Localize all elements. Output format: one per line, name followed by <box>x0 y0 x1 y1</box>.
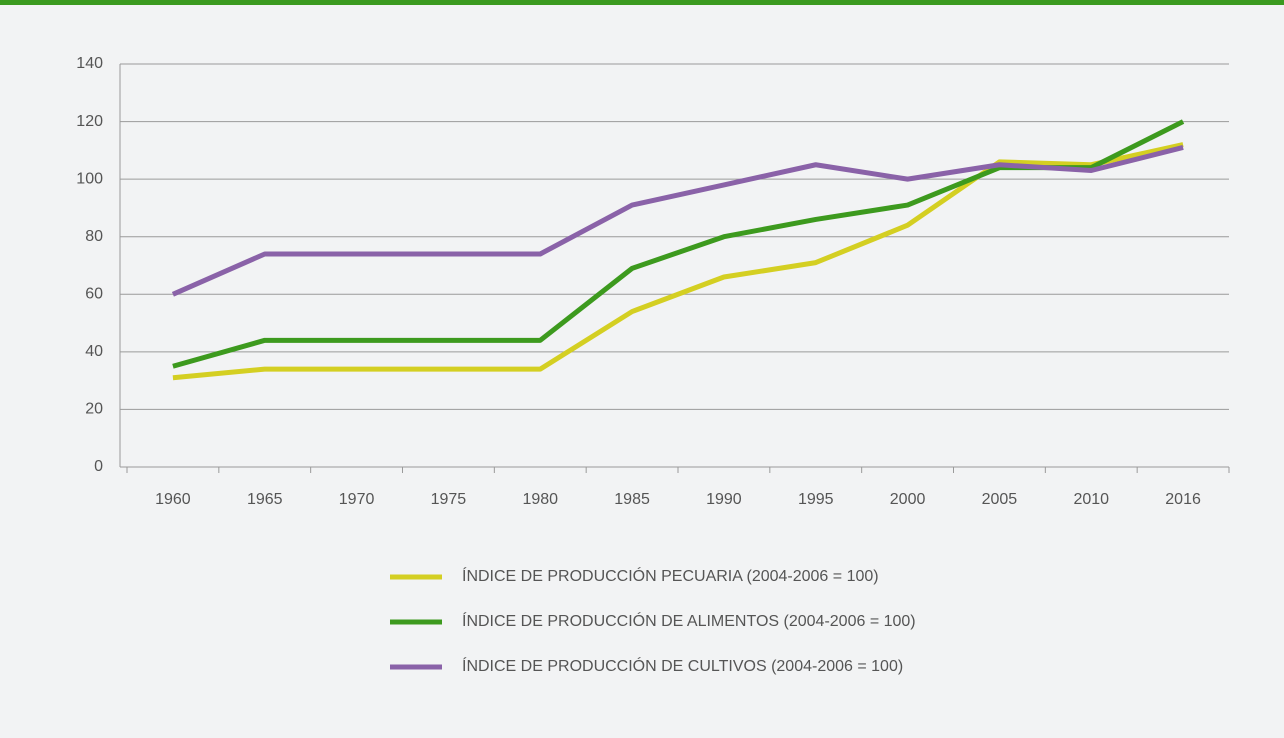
legend-label: ÍNDICE DE PRODUCCIÓN DE ALIMENTOS (2004-… <box>462 611 916 630</box>
legend-label: ÍNDICE DE PRODUCCIÓN PECUARIA (2004-2006… <box>462 566 879 585</box>
x-tick-label: 2010 <box>1073 491 1109 508</box>
x-tick-label: 1975 <box>431 491 467 508</box>
x-tick-label: 2016 <box>1165 491 1201 508</box>
y-tick-label: 100 <box>76 170 103 187</box>
x-tick-label: 2005 <box>982 491 1018 508</box>
x-tick-label: 1985 <box>614 491 650 508</box>
y-tick-label: 140 <box>76 55 103 72</box>
x-tick-label: 1960 <box>155 491 191 508</box>
y-tick-label: 40 <box>85 343 103 360</box>
series-line <box>172 142 1184 381</box>
x-tick-label: 1990 <box>706 491 742 508</box>
y-tick-label: 0 <box>94 458 103 475</box>
y-tick-label: 20 <box>85 401 103 418</box>
x-tick-label: 1995 <box>798 491 834 508</box>
y-tick-label: 120 <box>76 113 103 130</box>
y-tick-label: 60 <box>85 286 103 303</box>
legend-label: ÍNDICE DE PRODUCCIÓN DE CULTIVOS (2004-2… <box>462 656 903 675</box>
series-line <box>171 145 1184 297</box>
x-tick-label: 1980 <box>522 491 558 508</box>
x-tick-label: 2000 <box>890 491 926 508</box>
top-bar <box>0 0 1284 5</box>
series-line <box>172 119 1185 369</box>
x-tick-label: 1965 <box>247 491 283 508</box>
y-tick-label: 80 <box>85 228 103 245</box>
x-tick-label: 1970 <box>339 491 375 508</box>
